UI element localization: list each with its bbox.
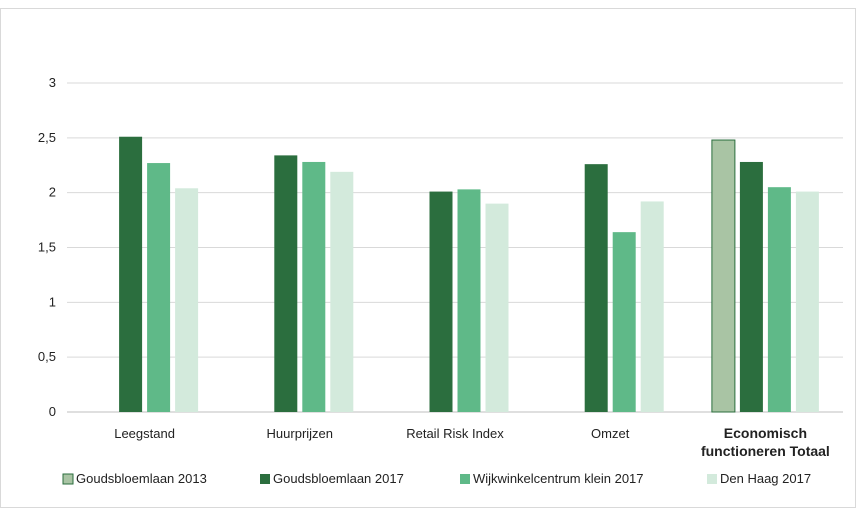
legend-label: Goudsbloemlaan 2017: [273, 471, 404, 486]
bar: [175, 188, 199, 412]
bar: [739, 161, 763, 412]
legend-swatch: [707, 474, 717, 484]
y-tick-label: 2: [49, 185, 56, 200]
bar: [612, 232, 636, 412]
x-category-label: Economisch: [724, 425, 807, 441]
y-tick-label: 1,5: [38, 240, 56, 255]
y-tick-label: 2,5: [38, 130, 56, 145]
legend: Goudsbloemlaan 2013 Goudsbloemlaan 2017 Wi…: [62, 471, 811, 486]
y-axis-tick-labels: 0 0,5 1 1,5 2 2,5 3: [38, 75, 56, 419]
x-category-label: Huurprijzen: [267, 426, 333, 441]
bar: [795, 191, 819, 412]
x-category-label: Leegstand: [114, 426, 175, 441]
x-category-label: Omzet: [591, 426, 630, 441]
bar: [485, 203, 509, 412]
y-tick-label: 0,5: [38, 349, 56, 364]
bar: [711, 139, 736, 413]
bars: [119, 136, 819, 413]
legend-swatch: [62, 473, 74, 485]
y-tick-label: 1: [49, 294, 56, 309]
x-axis-category-labels: Leegstand Huurprijzen Retail Risk Index Omz…: [114, 425, 830, 459]
y-tick-label: 3: [49, 75, 56, 90]
legend-label: Wijkwinkelcentrum klein 2017: [473, 471, 644, 486]
bar: [274, 155, 298, 412]
legend-label: Goudsbloemlaan 2013: [76, 471, 207, 486]
x-category-label: functioneren Totaal: [701, 443, 830, 459]
legend-swatch: [260, 474, 270, 484]
bar: [457, 189, 481, 412]
bar: [584, 164, 608, 412]
x-category-label: Retail Risk Index: [406, 426, 504, 441]
bar: [119, 136, 143, 412]
y-tick-label: 0: [49, 404, 56, 419]
legend-label: Den Haag 2017: [720, 471, 811, 486]
bar: [302, 161, 326, 412]
bar: [429, 191, 453, 412]
legend-swatch: [460, 474, 470, 484]
bar: [640, 201, 664, 412]
bar: [147, 163, 171, 412]
bar: [767, 187, 791, 412]
bar: [330, 171, 354, 412]
